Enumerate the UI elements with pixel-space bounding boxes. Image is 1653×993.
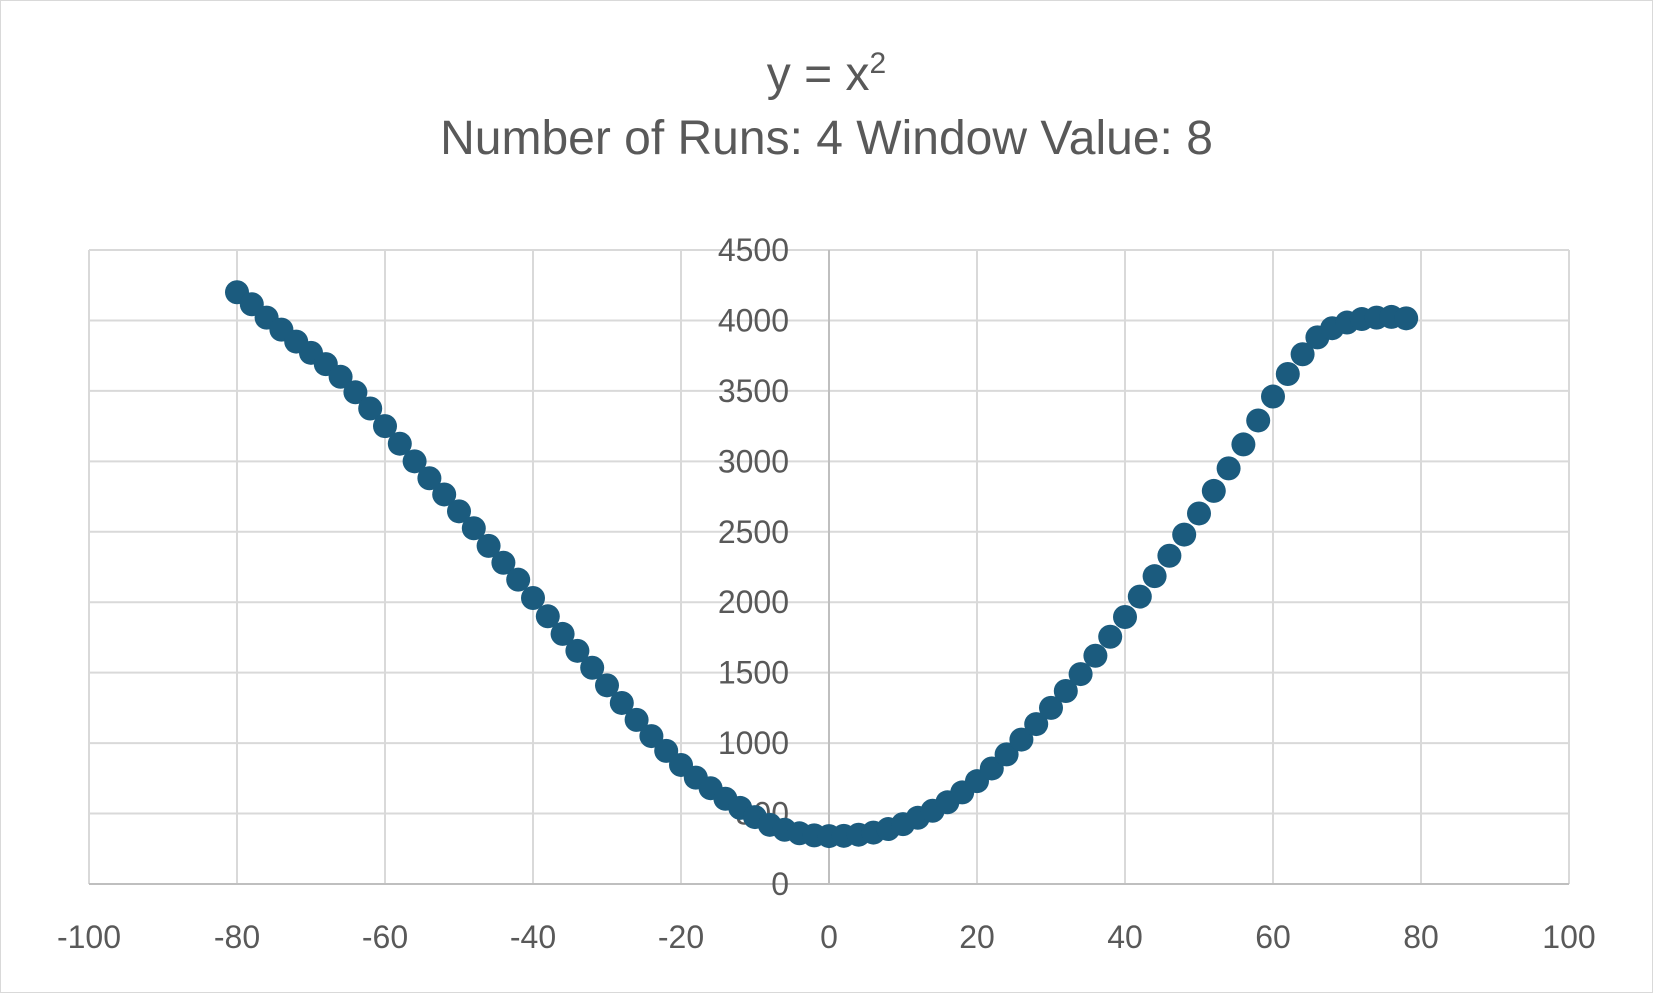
data-point	[1187, 501, 1211, 526]
data-point	[565, 638, 590, 663]
data-point	[387, 431, 412, 456]
chart-title: y = x2	[1, 43, 1652, 107]
data-point	[1246, 408, 1271, 433]
data-point	[1113, 605, 1137, 630]
data-point	[1053, 678, 1078, 703]
data-point	[1157, 543, 1182, 568]
data-point	[1261, 384, 1285, 409]
data-point	[461, 516, 486, 541]
data-point	[506, 567, 531, 592]
data-point	[1216, 456, 1241, 481]
data-point	[1127, 584, 1152, 609]
chart-subtitle: Number of Runs: 4 Window Value: 8	[440, 112, 1213, 165]
y-tick-label: 2500	[718, 514, 789, 550]
data-point	[447, 499, 471, 524]
data-point	[550, 621, 575, 646]
data-point	[402, 449, 427, 474]
y-tick-label: 4500	[718, 232, 789, 268]
data-point	[358, 396, 383, 421]
data-point	[491, 550, 516, 575]
y-tick-label: 0	[771, 866, 789, 902]
y-tick-label: 1500	[718, 655, 789, 691]
data-point	[1290, 342, 1315, 367]
data-point	[1275, 361, 1300, 386]
data-point	[580, 655, 605, 680]
data-point	[609, 690, 634, 715]
data-point	[639, 724, 664, 749]
y-tick-label: 2000	[718, 584, 789, 620]
data-point	[1231, 432, 1256, 457]
data-point	[476, 533, 501, 558]
y-tick-label: 3500	[718, 373, 789, 409]
x-tick-label: -20	[658, 919, 704, 955]
data-point	[535, 604, 560, 629]
data-point	[1024, 712, 1049, 737]
data-point	[343, 380, 368, 405]
data-point	[1142, 564, 1167, 589]
x-tick-label: -60	[362, 919, 408, 955]
data-point	[373, 414, 397, 439]
x-tick-label: 20	[959, 919, 995, 955]
y-tick-label: 3000	[718, 443, 789, 479]
data-point	[328, 364, 353, 389]
data-point	[624, 707, 649, 732]
chart-title-block: y = x2 Number of Runs: 4 Window Value: 8	[1, 43, 1652, 171]
data-point	[1068, 662, 1093, 687]
data-point	[994, 742, 1019, 767]
x-tick-label: -40	[510, 919, 556, 955]
data-point	[1394, 306, 1419, 331]
data-point	[432, 482, 457, 507]
x-tick-label: 40	[1107, 919, 1143, 955]
x-tick-label: 100	[1542, 919, 1595, 955]
x-tick-label: 60	[1255, 919, 1291, 955]
data-point	[1172, 522, 1197, 547]
x-tick-label: 80	[1403, 919, 1439, 955]
data-point	[521, 585, 545, 610]
y-tick-label: 1000	[718, 725, 789, 761]
y-tick-label: 4000	[718, 302, 789, 338]
data-point	[417, 466, 442, 491]
x-tick-label: -100	[57, 919, 121, 955]
data-point	[1009, 727, 1034, 752]
chart-title-superscript: 2	[869, 47, 887, 80]
data-point	[1098, 624, 1123, 649]
chart-title-text: y = x	[766, 48, 870, 101]
data-point	[1039, 695, 1063, 720]
x-tick-label: -80	[214, 919, 260, 955]
data-point	[595, 673, 619, 698]
data-point	[1083, 643, 1108, 668]
data-point	[1201, 478, 1226, 503]
x-tick-label: 0	[820, 919, 838, 955]
